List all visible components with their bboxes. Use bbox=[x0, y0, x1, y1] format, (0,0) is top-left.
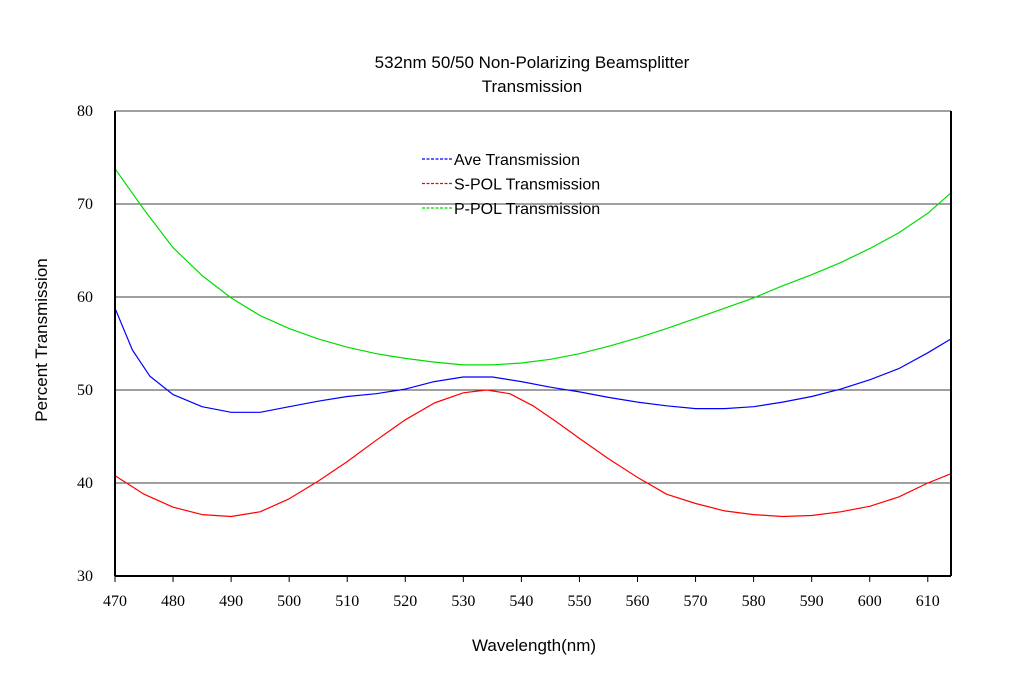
x-tick-label: 520 bbox=[393, 593, 417, 610]
x-tick-label: 490 bbox=[219, 593, 243, 610]
axes bbox=[114, 111, 952, 582]
y-tick-label: 30 bbox=[77, 568, 93, 585]
x-tick-label: 550 bbox=[567, 593, 591, 610]
chart-subtitle: Transmission bbox=[482, 77, 582, 96]
x-tick-label: 540 bbox=[509, 593, 533, 610]
x-tick-label: 560 bbox=[626, 593, 650, 610]
y-tick-label: 50 bbox=[77, 382, 93, 399]
legend-label: Ave Transmission bbox=[454, 152, 580, 169]
gridlines bbox=[115, 110, 951, 484]
x-tick-label: 570 bbox=[684, 593, 708, 610]
y-tick-label: 80 bbox=[77, 103, 93, 120]
series-line-3 bbox=[114, 168, 952, 366]
legend: Ave Transmission S-POL Transmission P-POL … bbox=[422, 152, 600, 218]
x-tick-label: 510 bbox=[335, 593, 359, 610]
x-axis-label: Wavelength(nm) bbox=[472, 636, 596, 655]
y-axis-label: Percent Transmission bbox=[32, 258, 51, 421]
x-tick-label: 580 bbox=[742, 593, 766, 610]
x-tick-label: 470 bbox=[103, 593, 127, 610]
legend-label: S-POL Transmission bbox=[454, 177, 600, 194]
x-tick-label: 500 bbox=[277, 593, 301, 610]
plot-series bbox=[114, 168, 952, 518]
y-tick-label: 60 bbox=[77, 289, 93, 306]
y-tick-label: 40 bbox=[77, 475, 93, 492]
x-tick-label: 610 bbox=[916, 593, 940, 610]
y-tick-label: 70 bbox=[77, 196, 93, 213]
x-tick-label: 530 bbox=[451, 593, 475, 610]
tick-labels: 30 40 50 60 70 80 470 480 490 500 510 520 530 540 550 5… bbox=[77, 103, 940, 610]
x-tick-label: 590 bbox=[800, 593, 824, 610]
legend-label: P-POL Transmission bbox=[454, 201, 600, 218]
series-line-2 bbox=[114, 389, 952, 518]
series-line-1 bbox=[114, 307, 952, 413]
x-tick-label: 480 bbox=[161, 593, 185, 610]
x-tick-label: 600 bbox=[858, 593, 882, 610]
chart-title: 532nm 50/50 Non-Polarizing Beamsplitter bbox=[375, 53, 690, 72]
